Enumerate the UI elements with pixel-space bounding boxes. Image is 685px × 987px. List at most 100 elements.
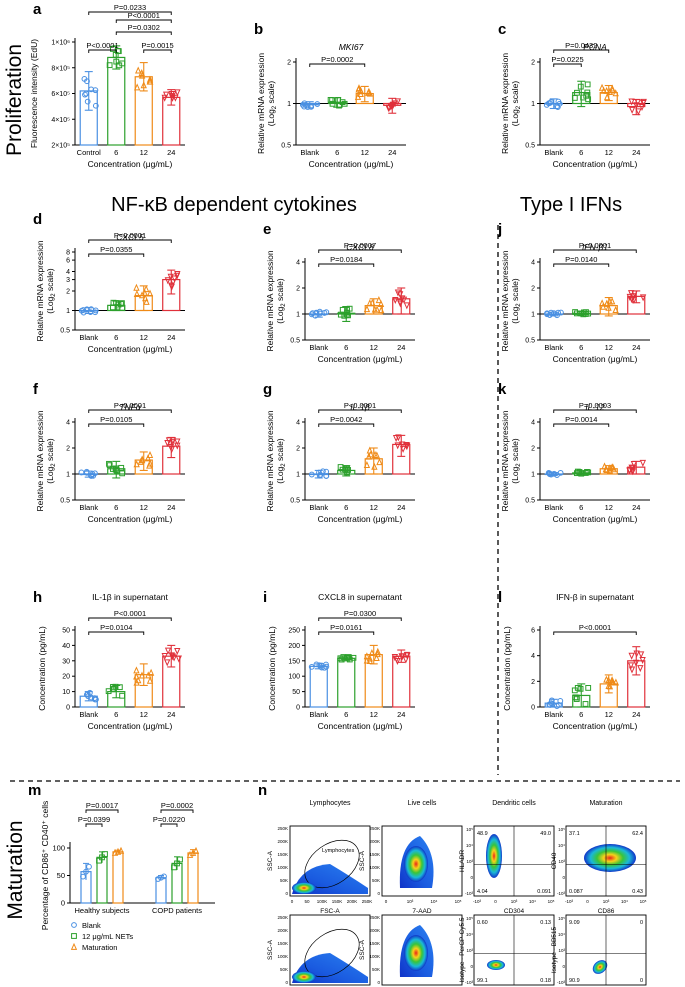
significance-bracket bbox=[143, 49, 172, 53]
data-point bbox=[610, 465, 618, 473]
data-point bbox=[174, 438, 181, 446]
p-value-label: P=0.0355 bbox=[100, 245, 132, 254]
data-point bbox=[336, 102, 342, 109]
chart-title: TNFα bbox=[119, 402, 142, 412]
flow-tick: 10³ bbox=[558, 948, 565, 953]
data-point bbox=[548, 697, 555, 704]
significance-bracket bbox=[318, 263, 375, 267]
data-point bbox=[116, 684, 123, 691]
significance-bracket bbox=[88, 409, 172, 413]
flow-tick: 100K bbox=[369, 865, 380, 870]
flow-title: Live cells bbox=[408, 800, 437, 807]
x-tick-label: 24 bbox=[167, 503, 175, 512]
data-point bbox=[371, 462, 378, 470]
flow-tick: 100K bbox=[277, 865, 288, 870]
data-point bbox=[90, 472, 97, 479]
p-value-label: P=0.0161 bbox=[330, 623, 362, 632]
y-tick-label: 4 bbox=[66, 420, 70, 427]
y-tick-label: 2×10⁵ bbox=[51, 143, 70, 150]
chart-a: a 2×10⁵ 4×10⁵ 6×10⁵ 8×10⁵ 1×10⁶ Control 6 12 24 Co… bbox=[29, 1, 185, 169]
chart-title: PCNA bbox=[583, 42, 607, 52]
flow-tick: 10⁵ bbox=[455, 899, 462, 904]
data-point bbox=[133, 283, 140, 291]
x-axis-label: Concentration (μg/mL) bbox=[553, 354, 638, 364]
quadrant-value: 0.18 bbox=[540, 978, 551, 984]
x-tick-label: 6 bbox=[335, 148, 339, 157]
data-point bbox=[133, 666, 140, 674]
data-point bbox=[631, 290, 638, 298]
flow-tick: 10⁵ bbox=[548, 899, 555, 904]
flow-tick: 250K bbox=[369, 915, 380, 920]
data-point bbox=[367, 450, 375, 458]
data-point bbox=[119, 470, 126, 477]
x-tick-label: 6 bbox=[114, 503, 118, 512]
x-tick-label: Blank bbox=[79, 710, 98, 719]
significance-bracket bbox=[88, 617, 172, 621]
p-value-label: P=0.0015 bbox=[141, 41, 173, 50]
flow-x-label: 7-AAD bbox=[412, 908, 431, 915]
p-value-label: P=0.0432 bbox=[565, 41, 597, 50]
data-point bbox=[399, 295, 406, 303]
data-point bbox=[316, 469, 322, 476]
flow-plot: CD304 HLADR 48.9 49.0 4.04 0.091 -10³ 0 10³ 10⁴ 10… bbox=[459, 825, 555, 915]
data-point bbox=[373, 305, 381, 313]
data-point bbox=[403, 302, 411, 310]
data-point bbox=[403, 442, 411, 450]
p-value-label: P=0.0105 bbox=[100, 415, 132, 424]
data-point bbox=[628, 106, 636, 114]
y-tick-label: 4 bbox=[66, 269, 70, 276]
data-point bbox=[143, 285, 150, 293]
data-point bbox=[113, 58, 120, 65]
data-point bbox=[639, 294, 647, 302]
data-point bbox=[119, 692, 125, 699]
data-point bbox=[373, 653, 380, 661]
section-maturation: Maturation bbox=[4, 820, 27, 919]
data-point bbox=[556, 100, 563, 107]
data-point bbox=[78, 469, 85, 476]
x-tick-label: 24 bbox=[167, 148, 175, 157]
data-point bbox=[339, 306, 346, 313]
data-point bbox=[82, 91, 88, 98]
p-value-label: P=0.0104 bbox=[100, 623, 132, 632]
significance-bracket bbox=[553, 631, 637, 635]
flow-title: Lymphocytes bbox=[310, 800, 351, 807]
flow-tick: -10³ bbox=[557, 891, 566, 896]
x-tick-label: 12 bbox=[140, 148, 148, 157]
flow-tick: 10⁵ bbox=[466, 916, 473, 921]
data-point bbox=[605, 682, 612, 690]
data-point bbox=[340, 654, 347, 660]
flow-tick: 100K bbox=[317, 899, 328, 904]
y-axis-label-scale: (Log2 scale) bbox=[510, 278, 522, 324]
data-point bbox=[577, 685, 584, 692]
data-point bbox=[112, 51, 119, 58]
y-tick-label: 2 bbox=[531, 60, 535, 67]
flow-tick: 200K bbox=[277, 928, 288, 933]
flow-tick: 250K bbox=[277, 826, 288, 831]
data-point bbox=[584, 81, 591, 88]
data-point bbox=[88, 473, 95, 479]
y-axis-label-scale: (Log2 scale) bbox=[275, 278, 287, 324]
flow-tick: 150K bbox=[277, 941, 288, 946]
data-point bbox=[627, 290, 635, 298]
x-axis-label: Concentration (μg/mL) bbox=[88, 344, 173, 354]
data-point bbox=[394, 98, 401, 106]
flow-tick: 10³ bbox=[407, 899, 414, 904]
y-tick-label: 2 bbox=[531, 446, 535, 453]
data-point bbox=[378, 306, 385, 314]
data-point bbox=[585, 310, 592, 317]
data-point bbox=[133, 672, 140, 680]
data-point bbox=[640, 98, 647, 106]
legend-label: Blank bbox=[82, 921, 101, 930]
y-tick-label: 150 bbox=[288, 658, 300, 665]
quadrant-value: 99.1 bbox=[477, 978, 488, 984]
data-point bbox=[88, 86, 95, 93]
p-value-label: P=0.0302 bbox=[128, 23, 160, 32]
data-point bbox=[603, 299, 611, 307]
data-point bbox=[580, 94, 586, 101]
data-point bbox=[606, 88, 614, 96]
data-point bbox=[304, 104, 311, 110]
